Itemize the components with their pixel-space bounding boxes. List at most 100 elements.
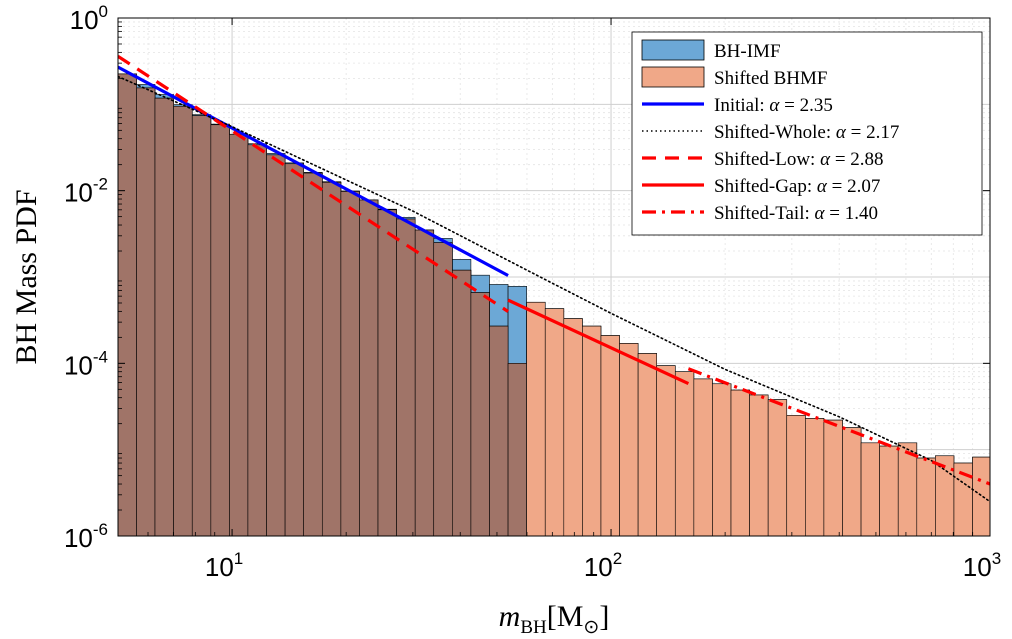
shifted-bhmf-bar-solo: [544, 308, 565, 536]
legend-alpha: α: [769, 95, 780, 116]
legend-swatch: [641, 39, 705, 61]
overlap-bar: [433, 242, 453, 536]
legend-label-value: = 2.17: [846, 122, 899, 143]
x-axis-label: mBH[M⊙]: [499, 600, 610, 638]
y-tick-label: 10-6: [64, 520, 108, 553]
overlap-bar: [489, 325, 509, 536]
legend-alpha: α: [820, 149, 831, 170]
legend-label-prefix: Shifted-Whole:: [714, 122, 836, 143]
shifted-bhmf-bar-solo: [619, 343, 639, 536]
overlap-bar: [136, 87, 156, 536]
overlap-bar: [470, 292, 490, 536]
x-tick-label: 101: [205, 549, 243, 582]
x-tick-exp: 2: [613, 549, 622, 568]
overlap-bar: [118, 73, 137, 536]
y-tick-base: 10: [70, 5, 99, 35]
legend-label: Shifted-Whole: α = 2.17: [714, 122, 899, 143]
overlap-bar: [377, 209, 397, 536]
overlap-bar: [191, 115, 212, 536]
y-tick-base: 10: [64, 350, 93, 380]
x-tick-exp: 1: [234, 549, 243, 568]
shifted-bhmf-bar-solo: [823, 419, 843, 536]
overlap-bar: [340, 191, 360, 536]
x-label-unit-sub: ⊙: [583, 617, 599, 638]
shifted-bhmf-bar-solo: [637, 353, 657, 536]
overlap-bar: [247, 144, 267, 536]
legend-alpha: α: [815, 203, 826, 224]
overlap-bar: [229, 133, 249, 536]
fit-line-2: [118, 54, 509, 313]
overlap-bar: [173, 105, 193, 536]
shifted-bhmf-bar-solo: [600, 335, 620, 536]
overlap-bar: [507, 363, 527, 536]
legend-label-value: = 2.07: [827, 176, 880, 197]
legend-swatch: [641, 66, 705, 88]
shifted-bhmf-bar-solo: [526, 301, 546, 536]
overlap-bar: [396, 218, 416, 536]
overlap-bar: [303, 172, 323, 536]
x-tick-base: 10: [584, 552, 613, 582]
x-label-sub: BH: [520, 617, 547, 638]
overlap-bar: [359, 199, 379, 536]
shifted-bhmf-bar-solo: [897, 442, 918, 536]
x-tick-base: 10: [963, 552, 992, 582]
shifted-bhmf-bar-solo: [786, 415, 806, 536]
shifted-bhmf-bar-solo: [842, 427, 862, 536]
x-label-unit-close: ]: [599, 600, 609, 633]
y-tick-exp: 0: [99, 2, 108, 21]
y-tick-exp: -4: [93, 347, 108, 366]
x-tick-label: 102: [584, 549, 622, 582]
fit-line-3: [507, 298, 690, 386]
legend-label: Initial: α = 2.35: [714, 95, 833, 116]
legend-box: [631, 31, 983, 236]
fit-lines: [118, 54, 990, 503]
legend-label: Shifted BHMF: [714, 68, 828, 89]
overlap-bar: [321, 182, 342, 536]
overlap-bar: [452, 269, 472, 536]
shifted-bhmf-bar-solo: [860, 442, 880, 536]
legend-label-value: = 1.40: [825, 203, 878, 224]
shifted-bhmf-bar-solo: [563, 318, 583, 536]
shifted-bhmf-bar-solo: [582, 325, 602, 536]
legend-label: Shifted-Tail: α = 1.40: [714, 203, 878, 224]
overlap-bar: [154, 97, 174, 536]
legend-label-value: = 2.88: [830, 149, 883, 170]
legend-label: Shifted-Low: α = 2.88: [714, 149, 884, 170]
plot-frame: [117, 17, 991, 537]
y-axis-label: BH Mass PDF: [10, 189, 43, 364]
x-label-unit-open: [M: [547, 600, 584, 633]
legend-label: BH-IMF: [714, 41, 781, 62]
fit-line-1: [118, 75, 990, 503]
shifted-bhmf-bar-solo: [674, 371, 695, 536]
x-tick-exp: 3: [992, 549, 1001, 568]
legend-alpha: α: [817, 176, 828, 197]
y-tick-label: 10-4: [64, 347, 108, 380]
shifted-bhmf-bar-solo: [730, 389, 750, 536]
overlap-bar: [414, 229, 435, 536]
legend-label-value: = 2.35: [779, 95, 832, 116]
shifted-bhmf-bar-solo: [879, 445, 899, 536]
y-tick-label: 10-2: [64, 175, 108, 208]
overlap-bar: [210, 124, 230, 536]
overlap-bar: [266, 154, 286, 536]
y-tick-base: 10: [64, 523, 93, 553]
y-tick-exp: -6: [93, 520, 108, 539]
shifted-bhmf-bar-solo: [712, 383, 732, 536]
shifted-bhmf-bar-solo: [805, 418, 825, 536]
x-tick-label: 103: [963, 549, 1001, 582]
shifted-bhmf-bar-solo: [916, 457, 936, 536]
legend-label: Shifted-Gap: α = 2.07: [714, 176, 880, 197]
legend-label-prefix: Shifted-Gap:: [714, 176, 817, 197]
y-tick-base: 10: [64, 178, 93, 208]
y-tick-exp: -2: [93, 175, 108, 194]
fit-line-4: [687, 367, 990, 486]
shifted-bhmf-bar-solo: [749, 394, 769, 536]
x-label-main: m: [499, 600, 521, 633]
shifted-bhmf-bar-solo: [656, 365, 676, 536]
overlap-bar: [284, 163, 304, 536]
y-tick-label: 100: [70, 2, 108, 35]
legend-label-prefix: Shifted-Tail:: [714, 203, 815, 224]
legend: BH-IMF Shifted BHMF Initial: α = 2.35 Shift…: [631, 31, 983, 236]
